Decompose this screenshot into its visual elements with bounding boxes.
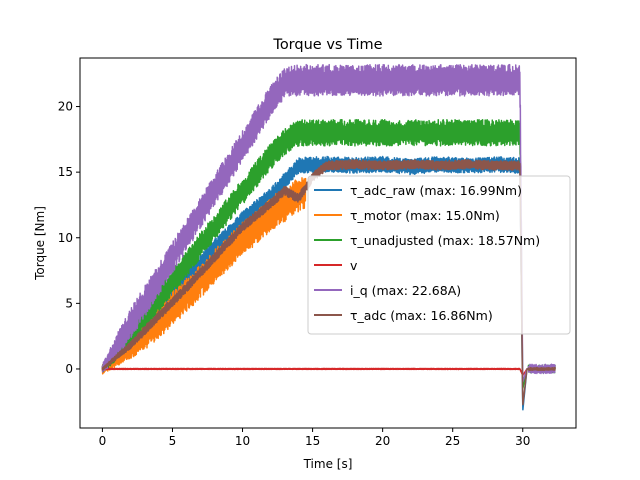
y-tick-label: 0 xyxy=(65,362,73,376)
legend-label: τ_adc_raw (max: 16.99Nm) xyxy=(350,183,522,198)
x-axis-title: Time [s] xyxy=(303,457,353,471)
legend-frame xyxy=(307,175,571,335)
series-line-5 xyxy=(101,159,556,406)
y-tick-label: 10 xyxy=(58,231,73,245)
series-layer xyxy=(101,63,556,411)
legend-label: i_q (max: 22.68A) xyxy=(350,283,461,298)
x-tick-label: 20 xyxy=(375,434,390,448)
x-tick-label: 30 xyxy=(515,434,530,448)
x-tick-label: 15 xyxy=(305,434,320,448)
legend-label: v xyxy=(350,258,358,273)
x-tick-label: 5 xyxy=(169,434,177,448)
x-tick-label: 25 xyxy=(445,434,460,448)
legend: τ_adc_raw (max: 16.99Nm) τ_motor (max: 15… xyxy=(307,175,571,335)
y-tick-label: 20 xyxy=(58,100,73,114)
legend-label: τ_adc (max: 16.86Nm) xyxy=(350,308,493,323)
series-line-4 xyxy=(101,63,556,383)
y-axis-title: Torque [Nm] xyxy=(33,206,47,281)
y-tick-label: 15 xyxy=(58,165,73,179)
y-tick-label: 5 xyxy=(65,296,73,310)
x-tick-label: 10 xyxy=(235,434,250,448)
series-line-2 xyxy=(101,118,556,389)
series-line-3 xyxy=(101,367,556,377)
legend-label: τ_unadjusted (max: 18.57Nm) xyxy=(350,233,540,248)
legend-label: τ_motor (max: 15.0Nm) xyxy=(350,208,500,223)
chart-title: Torque vs Time xyxy=(272,37,382,53)
x-axis: 0 5 10 15 20 25 30 xyxy=(99,428,530,448)
plot-frame xyxy=(79,57,577,429)
x-tick-label: 0 xyxy=(99,434,107,448)
series-line-1 xyxy=(101,177,307,375)
y-axis: 0 5 10 15 20 xyxy=(58,100,80,376)
